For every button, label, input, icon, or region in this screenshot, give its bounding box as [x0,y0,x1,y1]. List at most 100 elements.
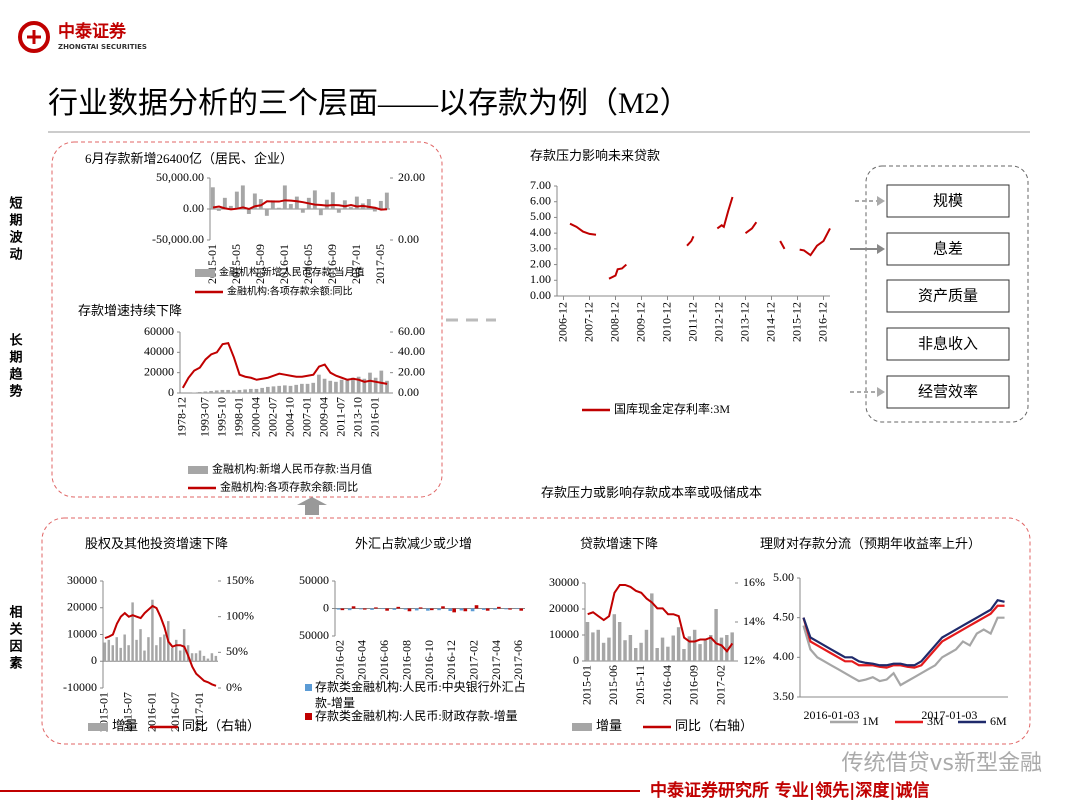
x-tick-label: 2016-09 [687,665,701,705]
x-tick-label: 2009-12 [633,302,647,342]
bar [283,385,287,393]
series-line [569,196,831,280]
bar [348,207,353,209]
bar [481,608,486,610]
bar [463,608,468,612]
bar [709,635,713,661]
y2-tick-label: 50% [226,644,248,658]
x-tick-label: 2013-12 [737,302,751,342]
x-tick-label: 2015-06 [606,665,620,705]
x-tick-label: 2015-01 [205,244,219,284]
logo-subtext: ZHONGTAI SECURITIES [58,43,147,51]
bar [585,622,590,661]
bar [216,209,221,211]
bar [336,209,341,213]
chart-title: 存款压力影响未来贷款 [530,148,660,163]
legend-label: 存款类金融机构:人民币:中央银行外汇占款-增量 [315,680,526,710]
bar [182,629,186,662]
bar [437,608,441,611]
bar [666,646,670,661]
y-tick-label: 6.00 [530,193,551,207]
bar [362,608,367,610]
bar [271,386,276,393]
bar [612,614,617,661]
bar [372,209,377,212]
x-tick-label: 2004-10 [282,397,296,437]
bar [368,372,372,393]
bar [607,637,611,661]
chart-title: 股权及其他投资增速下降 [85,536,228,551]
bar [356,376,361,393]
group-frame [865,165,1029,423]
bar [198,650,202,662]
bar [317,374,321,393]
bar [194,653,198,662]
x-tick-label: 2017-02 [466,640,480,680]
watermark: 传统借贷vs新型金融 [842,751,1042,776]
y2-tick-label: 12% [743,653,765,667]
y-tick-label: 50,000.00 [156,170,204,184]
bar [103,642,107,662]
bar [403,608,408,610]
legend-label: 1M [862,714,879,728]
bar [254,388,259,393]
y-tick-label: 3.50 [773,689,794,703]
x-tick-label: 1978-12 [175,397,189,437]
series-line [802,604,1005,669]
bar [644,629,649,661]
bar [288,204,293,209]
bar [246,209,251,214]
x-tick-label: 2016-12 [815,302,829,342]
logo-mark-inner [27,30,41,44]
bar [452,608,456,613]
y2-tick-label: 20.00 [398,170,425,184]
bar [370,608,374,610]
legend-label: 同比（右轴） [182,718,260,733]
bar [385,608,389,611]
bar [698,644,702,661]
x-tick-label: 2017-01 [192,692,206,732]
bar [485,608,490,611]
bar [115,637,118,662]
bar [591,632,595,661]
x-tick-label: 2011-07 [334,397,348,437]
bar [396,606,401,609]
x-tick-label: 2016-06 [377,640,391,680]
bar [147,637,150,662]
y-tick-label: 20000 [67,600,97,614]
x-tick-label: 2006-12 [555,302,569,342]
x-tick-label: 2016-01 [368,397,382,437]
x-tick-label: 2002-07 [265,397,279,437]
side-label: 短期波动 [7,195,23,264]
x-tick-label: 2009-04 [316,397,330,437]
bar [354,196,359,209]
y-tick-label: 4.50 [773,609,794,623]
y-tick-label: -50,000.00 [152,232,204,246]
bar [300,383,304,393]
bar [294,196,299,209]
bar [687,636,692,661]
legend-swatch [195,269,215,277]
x-tick-label: 2016-07 [168,692,182,732]
bar [676,627,681,661]
up-arrow [297,497,327,515]
bar [127,645,130,662]
bar [155,645,158,662]
bar [111,645,115,662]
x-tick-label: 2017-04 [489,640,503,680]
series-line [181,342,388,389]
bar [312,190,317,209]
bar [163,634,166,662]
factor-box [886,327,1010,361]
legend-box: 存款类金融机构:人民币:财政存款-增量 [315,709,518,723]
bar [448,608,453,611]
y-tick-label: 20000 [144,364,174,378]
x-tick-label: 2015-07 [121,692,135,732]
bar [119,647,122,662]
x-tick-label: 2015-12 [789,302,803,342]
side-label: 相关因素 [7,604,23,673]
bar [203,391,208,393]
y-tick-label: 7.00 [530,178,551,192]
factor-box [886,279,1010,313]
group-frame [41,517,1031,745]
